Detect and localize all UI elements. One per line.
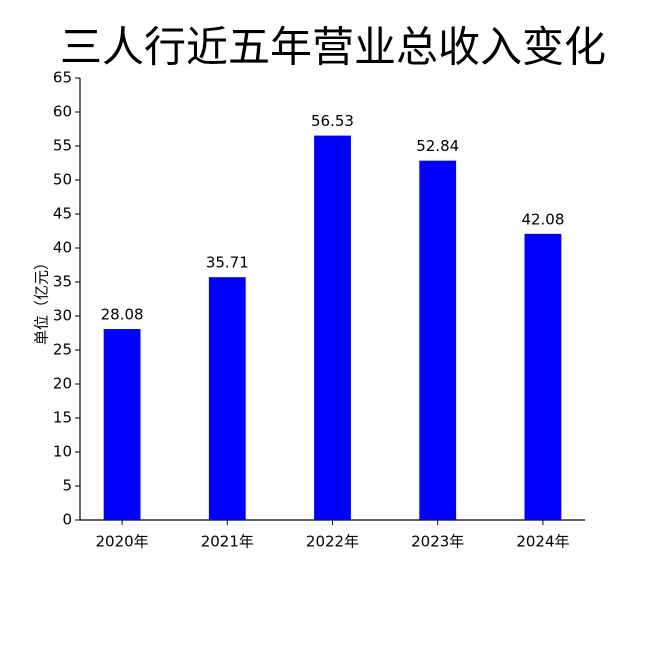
value-label: 42.08 [521, 210, 564, 228]
value-label: 52.84 [416, 137, 459, 155]
y-tick-label: 30 [53, 307, 72, 325]
y-tick-label: 65 [53, 69, 72, 87]
y-tick-label: 20 [53, 375, 72, 393]
y-tick-label: 0 [62, 511, 72, 529]
bar [208, 277, 246, 520]
y-tick-label: 50 [53, 171, 72, 189]
x-tick-label: 2023年 [411, 533, 464, 551]
value-label: 28.08 [101, 306, 144, 324]
y-tick-label: 25 [53, 341, 72, 359]
value-label: 56.53 [311, 112, 354, 130]
y-tick-label: 10 [53, 443, 72, 461]
y-tick-label: 5 [62, 477, 72, 495]
y-tick-label: 60 [53, 103, 72, 121]
chart-title: 三人行近五年营业总收入变化 [60, 23, 606, 72]
x-tick-label: 2024年 [516, 533, 569, 551]
bar [524, 233, 562, 520]
x-tick-label: 2021年 [201, 533, 254, 551]
x-tick-label: 2022年 [306, 533, 359, 551]
bar [314, 135, 351, 520]
y-tick-label: 35 [53, 273, 72, 291]
y-tick-label: 45 [53, 205, 72, 223]
y-tick-label: 40 [53, 239, 72, 257]
y-tick-label: 55 [53, 137, 72, 155]
y-tick-label: 15 [53, 409, 72, 427]
y-axis-label: 单位（亿元） [33, 255, 51, 345]
bar [419, 160, 457, 521]
value-label: 35.71 [206, 254, 249, 272]
bar [103, 329, 141, 520]
x-tick-label: 2020年 [95, 533, 148, 551]
